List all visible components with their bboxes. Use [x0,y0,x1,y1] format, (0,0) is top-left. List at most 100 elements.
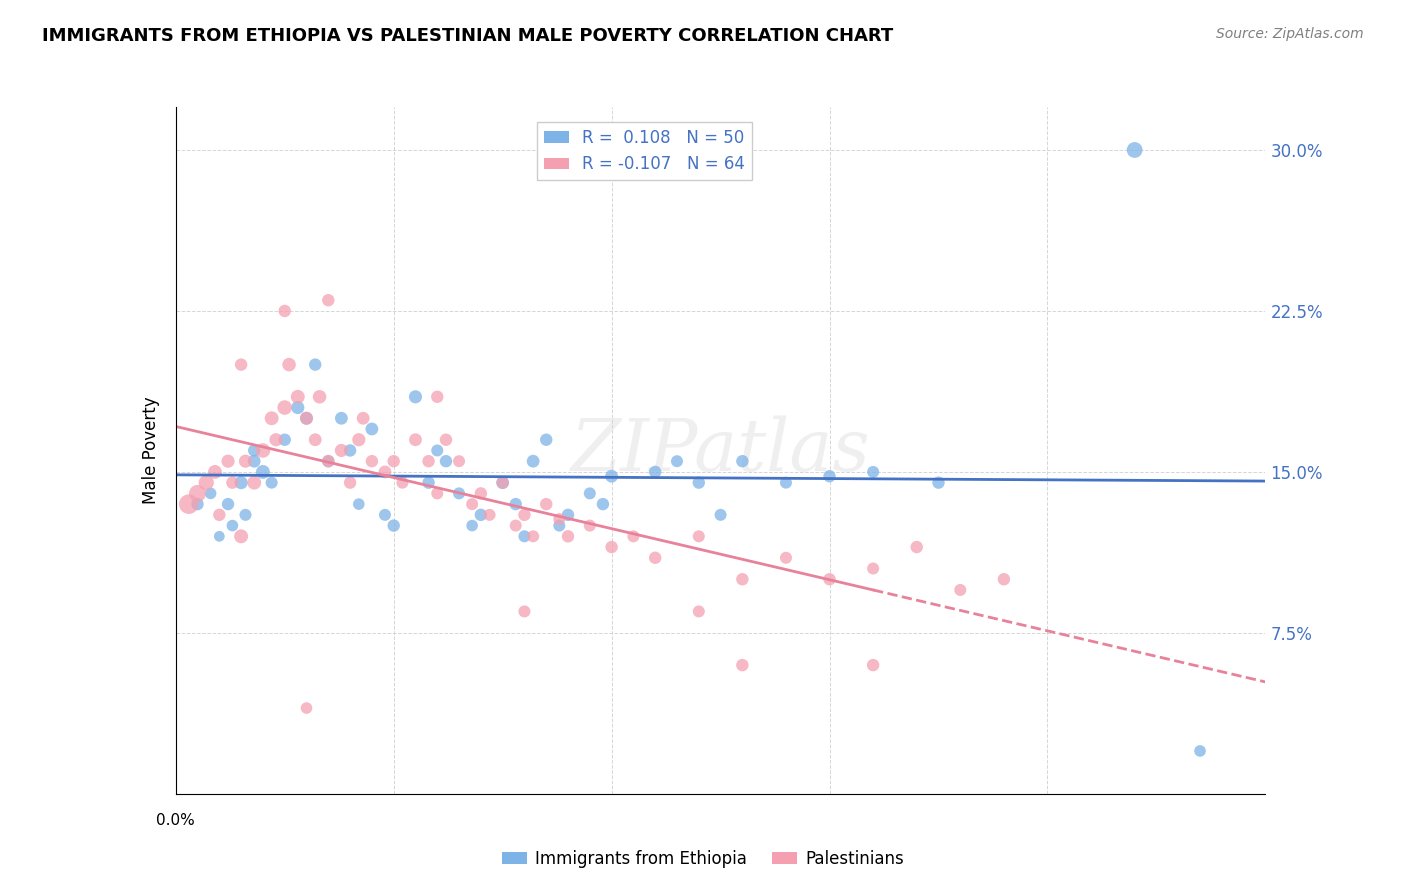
Point [470,486,492,500]
Point [217,497,239,511]
Point [308,390,330,404]
Point [862,658,884,673]
Point [592,497,614,511]
Point [235,454,257,468]
Point [374,508,396,522]
Point [513,508,536,522]
Point [418,475,440,490]
Point [688,529,710,543]
Point [382,454,405,468]
Point [260,411,283,425]
Point [513,604,536,618]
Point [177,497,200,511]
Point [382,518,405,533]
Point [243,443,266,458]
Point [731,658,754,673]
Legend: Immigrants from Ethiopia, Palestinians: Immigrants from Ethiopia, Palestinians [495,844,911,875]
Point [360,454,382,468]
Point [204,465,226,479]
Point [534,433,557,447]
Point [243,475,266,490]
Point [434,433,457,447]
Point [186,497,209,511]
Point [243,454,266,468]
Point [318,454,340,468]
Point [252,465,274,479]
Point [993,572,1015,586]
Point [688,475,710,490]
Point [274,304,297,318]
Text: Source: ZipAtlas.com: Source: ZipAtlas.com [1216,27,1364,41]
Point [330,443,353,458]
Point [304,358,326,372]
Point [295,411,318,425]
Point [666,454,689,468]
Point [360,422,382,436]
Point [621,529,644,543]
Point [548,512,571,526]
Point [579,518,602,533]
Point [318,454,340,468]
Point [447,486,470,500]
Point [505,497,527,511]
Point [304,433,326,447]
Point [405,390,427,404]
Point [775,475,797,490]
Point [818,469,841,483]
Text: IMMIGRANTS FROM ETHIOPIA VS PALESTINIAN MALE POVERTY CORRELATION CHART: IMMIGRANTS FROM ETHIOPIA VS PALESTINIAN … [42,27,893,45]
Point [426,486,449,500]
Point [260,475,283,490]
Point [557,529,579,543]
Point [208,529,231,543]
Point [274,433,297,447]
Point [818,572,841,586]
Point [470,508,492,522]
Point [221,518,243,533]
Point [434,454,457,468]
Point [644,550,666,565]
Point [231,358,253,372]
Point [492,475,515,490]
Point [418,454,440,468]
Point [200,486,222,500]
Point [287,390,309,404]
Point [330,411,353,425]
Point [492,475,515,490]
Text: ZIPatlas: ZIPatlas [571,415,870,486]
Point [548,518,571,533]
Point [405,433,427,447]
Point [278,358,301,372]
Point [347,433,370,447]
Point [644,465,666,479]
Point [1189,744,1212,758]
Point [731,454,754,468]
Point [1123,143,1146,157]
Y-axis label: Male Poverty: Male Poverty [142,397,160,504]
Point [221,475,243,490]
Point [862,561,884,575]
Point [231,475,253,490]
Point [478,508,501,522]
Point [374,465,396,479]
Point [391,475,413,490]
Point [426,443,449,458]
Point [339,475,361,490]
Point [505,518,527,533]
Point [339,443,361,458]
Point [295,411,318,425]
Point [195,475,218,490]
Point [710,508,733,522]
Point [461,518,484,533]
Point [600,469,623,483]
Point [295,701,318,715]
Point [447,454,470,468]
Point [217,454,239,468]
Point [688,604,710,618]
Point [928,475,950,490]
Point [347,497,370,511]
Point [352,411,374,425]
Point [208,508,231,522]
Legend: R =  0.108   N = 50, R = -0.107   N = 64: R = 0.108 N = 50, R = -0.107 N = 64 [537,122,752,180]
Point [318,293,340,308]
Point [231,529,253,543]
